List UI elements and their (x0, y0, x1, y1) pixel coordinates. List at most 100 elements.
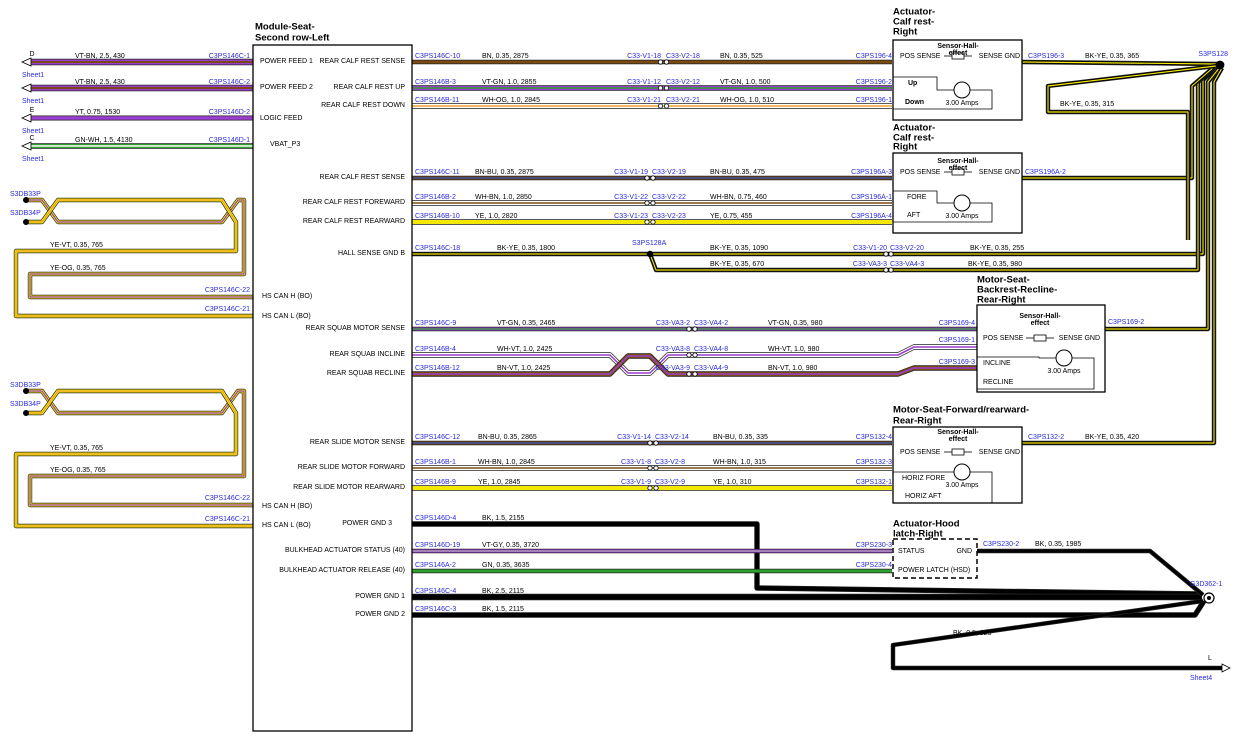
wire-label: YE, 0.75, 455 (710, 213, 753, 220)
connector-label: C3PS169-2 (1108, 319, 1144, 326)
wire-label: BK, 0.35, 1985 (1035, 541, 1081, 548)
pin-label: REAR CALF REST UP (334, 84, 406, 91)
wire (15, 199, 253, 317)
wire-label: VT-GY, 0.35, 3720 (482, 542, 539, 549)
lead (893, 471, 993, 504)
connector-label: C3PS132-4 (856, 434, 892, 441)
wire-label: BK, 1.5, 2115 (482, 606, 524, 613)
pin-label: POWER GND 2 (355, 611, 405, 618)
component-label: effect (1031, 320, 1050, 327)
component-label: effect (949, 436, 968, 443)
module-title: Module-Seat- (255, 22, 315, 33)
connector-label: C3PS196A-2 (1025, 169, 1066, 176)
connector-label: C33-V2-18 (666, 53, 700, 60)
component-title: Actuator-Hood (893, 519, 960, 530)
component-box (892, 538, 978, 579)
pin-label: REAR CALF REST FOREWARD (303, 199, 405, 206)
wire (1047, 65, 1217, 240)
component-title: Right (893, 142, 918, 153)
component-title: latch-Right (893, 529, 943, 540)
component-label: POS SENSE (983, 335, 1024, 342)
connector-label: C3PS146A-2 (415, 562, 456, 569)
component-title: Calf rest- (893, 17, 934, 28)
pin-label: POWER GND 3 (342, 520, 392, 527)
connector-label: C3PS146D-2 (209, 109, 250, 116)
component-label: 3.00 Amps (945, 213, 979, 220)
connector-label: C33-V1-12 (627, 79, 661, 86)
sheet-letter: D (29, 51, 34, 58)
wire-label: WH-BN, 1.0, 2850 (475, 194, 532, 201)
component-label: POS SENSE (900, 449, 941, 456)
component-label: Sensor-Hall- (1019, 313, 1061, 320)
wire-label: BN-BU, 0.35, 2875 (475, 169, 534, 176)
pin-label: LOGIC FEED (260, 115, 302, 122)
wire (1021, 61, 1219, 65)
connector-label: C3PS146C-9 (415, 320, 456, 327)
component-label: HORIZ AFT (905, 493, 942, 500)
pin-label: HS CAN L (BO) (262, 522, 311, 529)
component-label: Sensor-Hall- (937, 43, 979, 50)
connector-pin (653, 440, 659, 446)
wire-label: WH-BN, 0.75, 460 (710, 194, 767, 201)
connector-label: C33-V2-20 (890, 245, 924, 252)
wire-label: WH-BN, 1.0, 315 (713, 459, 766, 466)
component-label: SENSE GND (979, 449, 1020, 456)
pin-label: REAR SLIDE MOTOR FORWARD (298, 464, 405, 471)
component-label: Up (908, 80, 917, 87)
wire-label: BN-VT, 1.0, 980 (768, 365, 818, 372)
wire-label: BN, 0.35, 2875 (482, 53, 529, 60)
wire-label: YE-OG, 0.35, 765 (50, 467, 106, 474)
connector-label: C33-V2-12 (666, 79, 700, 86)
lead (977, 356, 1056, 359)
connector-label: C33-V2-14 (655, 434, 689, 441)
wire-label: YE, 1.0, 2820 (475, 213, 518, 220)
pin-label: HS CAN H (BO) (262, 293, 312, 300)
wire-label: YE-VT, 0.35, 765 (50, 445, 103, 452)
connector-pin (644, 175, 650, 181)
wire (412, 599, 1206, 617)
connector-label: C3PS230-4 (856, 562, 892, 569)
connector-label: C3PS146C-11 (415, 169, 460, 176)
wire-label: VT-GN, 0.35, 2465 (497, 320, 555, 327)
connector-pin (888, 267, 894, 273)
connector-pin (657, 59, 664, 65)
wire-label: BN-VT, 1.0, 2425 (497, 365, 550, 372)
module-box (252, 44, 413, 732)
connector-label: C3PS146C-22 (205, 495, 250, 502)
arrow (21, 83, 32, 93)
lead (977, 357, 1095, 390)
connector-label: C3PS146C-2 (209, 79, 250, 86)
connector-label: C3PS132-2 (1028, 434, 1064, 441)
component-label: STATUS (898, 548, 925, 555)
pin-label: HALL SENSE GND B (338, 250, 405, 257)
connector-label: C3PS146D-1 (209, 137, 250, 144)
component-title: Backrest-Recline- (977, 285, 1057, 296)
sheet-letter: E (30, 107, 35, 114)
texts: Module-Seat-Second row-Left POWER FEED 1 P… (10, 7, 1228, 682)
connector-label: C3PS146C-12 (415, 434, 460, 441)
component-label: RECLINE (983, 379, 1014, 386)
component-title: Right (893, 27, 918, 38)
component-title: Rear-Right (893, 416, 942, 427)
wire-label: GN, 0.35, 3635 (482, 562, 530, 569)
connector-label: C33-V2-8 (655, 459, 685, 466)
connector-pin (657, 85, 664, 91)
wires (13, 58, 1224, 671)
shapes (21, 39, 1231, 673)
connector-pin (647, 440, 653, 446)
connector-pin (888, 251, 894, 257)
component-label: POWER LATCH (HSD) (898, 567, 970, 574)
connector-label: C33-VA3-8 (656, 346, 690, 353)
wire (412, 355, 977, 375)
connector-pin (653, 485, 659, 491)
connector-label: C33-V1-9 (621, 479, 651, 486)
wire-label: BK-YE, 0.35, 980 (968, 261, 1022, 268)
component-label: 3.00 Amps (1047, 368, 1081, 375)
wire-label: BK-YE, 0.35, 315 (1060, 101, 1114, 108)
connector-label: C3PS196A-3 (851, 169, 892, 176)
sheet-letter: L (1208, 655, 1212, 662)
connector-label: C33-V1-21 (627, 97, 661, 104)
motor (953, 194, 971, 212)
component-title: Motor-Seat- (977, 275, 1030, 286)
wire-label: BK, 1.5, 2155 (482, 515, 525, 522)
